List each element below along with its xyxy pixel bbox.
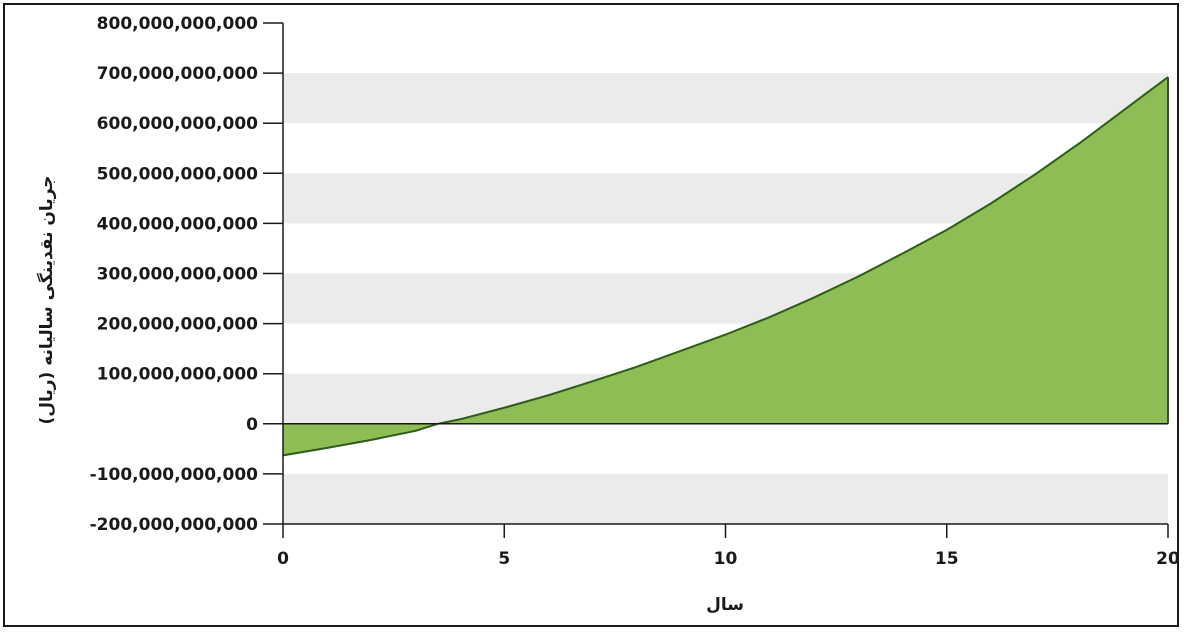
area-series	[282, 76, 1169, 457]
grid-band	[283, 73, 1168, 124]
y-tick-label: 500,000,000,000	[97, 164, 258, 184]
y-axis-ticks: -200,000,000,000 -100,000,000,000 0 100,000…	[90, 14, 283, 535]
area-fill	[283, 77, 1168, 456]
y-tick-label: 400,000,000,000	[97, 214, 258, 234]
y-tick-label: -200,000,000,000	[90, 515, 259, 535]
x-tick-label: 20	[1156, 549, 1180, 569]
x-tick-label: 15	[935, 549, 959, 569]
series-line	[282, 76, 1169, 457]
y-tick-label: 700,000,000,000	[97, 64, 258, 84]
y-tick-label: 0	[246, 415, 258, 435]
y-tick-label: -100,000,000,000	[90, 465, 259, 485]
y-tick-label: 200,000,000,000	[97, 315, 258, 335]
x-tick-label: 10	[714, 549, 738, 569]
y-tick-label: 300,000,000,000	[97, 265, 258, 285]
x-tick-label: 0	[277, 549, 289, 569]
y-tick-label: 800,000,000,000	[97, 14, 258, 34]
x-axis-ticks: 0 5 10 15 20	[277, 524, 1180, 569]
x-axis-title: سال	[706, 595, 744, 615]
y-axis-title: جریان نقدینگی سالیانه (ریال)	[36, 175, 57, 424]
grid-band	[283, 473, 1168, 524]
y-tick-label: 600,000,000,000	[97, 114, 258, 134]
x-tick-label: 5	[498, 549, 510, 569]
y-tick-label: 100,000,000,000	[97, 365, 258, 385]
